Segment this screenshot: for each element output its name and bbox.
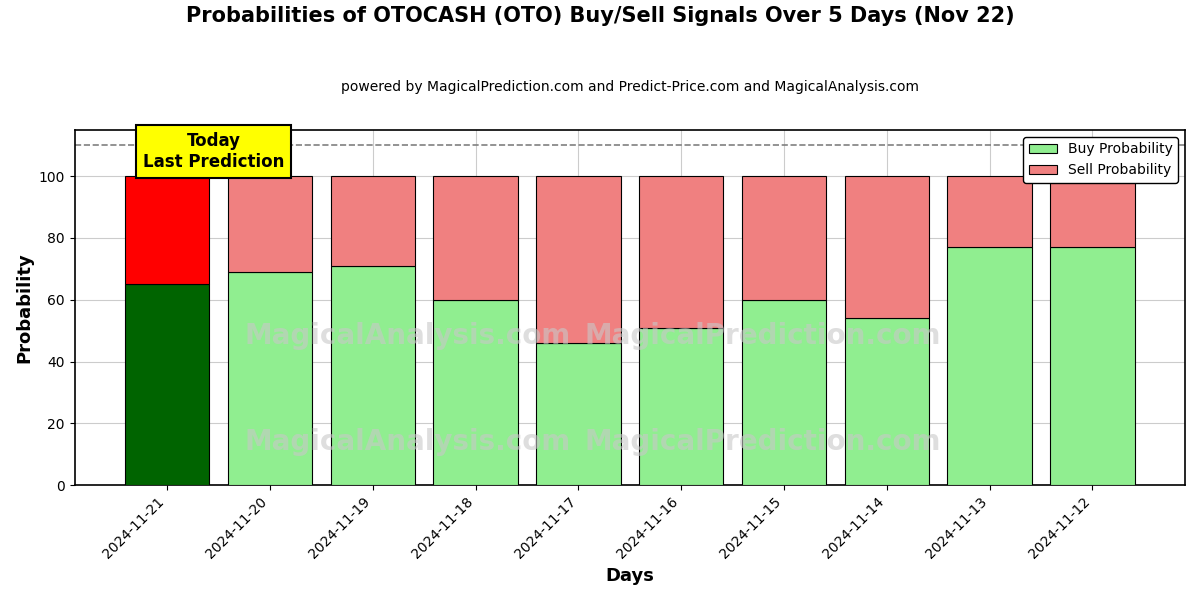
Bar: [742, 176, 826, 300]
Bar: [125, 284, 210, 485]
Legend: Buy Probability, Sell Probability: Buy Probability, Sell Probability: [1024, 137, 1178, 183]
Bar: [640, 328, 724, 485]
Text: MagicalAnalysis.com: MagicalAnalysis.com: [245, 322, 571, 350]
Bar: [433, 300, 517, 485]
Bar: [228, 272, 312, 485]
Bar: [536, 343, 620, 485]
Bar: [742, 300, 826, 485]
Text: MagicalPrediction.com: MagicalPrediction.com: [584, 428, 941, 457]
Title: powered by MagicalPrediction.com and Predict-Price.com and MagicalAnalysis.com: powered by MagicalPrediction.com and Pre…: [341, 80, 919, 94]
Bar: [331, 266, 415, 485]
Bar: [125, 176, 210, 284]
Bar: [845, 176, 929, 318]
Bar: [228, 176, 312, 272]
Text: Probabilities of OTOCASH (OTO) Buy/Sell Signals Over 5 Days (Nov 22): Probabilities of OTOCASH (OTO) Buy/Sell …: [186, 6, 1014, 26]
Bar: [433, 176, 517, 300]
Text: Today
Last Prediction: Today Last Prediction: [143, 132, 284, 171]
Bar: [536, 176, 620, 343]
X-axis label: Days: Days: [605, 567, 654, 585]
Y-axis label: Probability: Probability: [16, 252, 34, 363]
Bar: [1050, 176, 1134, 247]
Bar: [1050, 247, 1134, 485]
Bar: [948, 176, 1032, 247]
Text: MagicalPrediction.com: MagicalPrediction.com: [584, 322, 941, 350]
Bar: [331, 176, 415, 266]
Bar: [640, 176, 724, 328]
Bar: [845, 318, 929, 485]
Bar: [948, 247, 1032, 485]
Text: MagicalAnalysis.com: MagicalAnalysis.com: [245, 428, 571, 457]
